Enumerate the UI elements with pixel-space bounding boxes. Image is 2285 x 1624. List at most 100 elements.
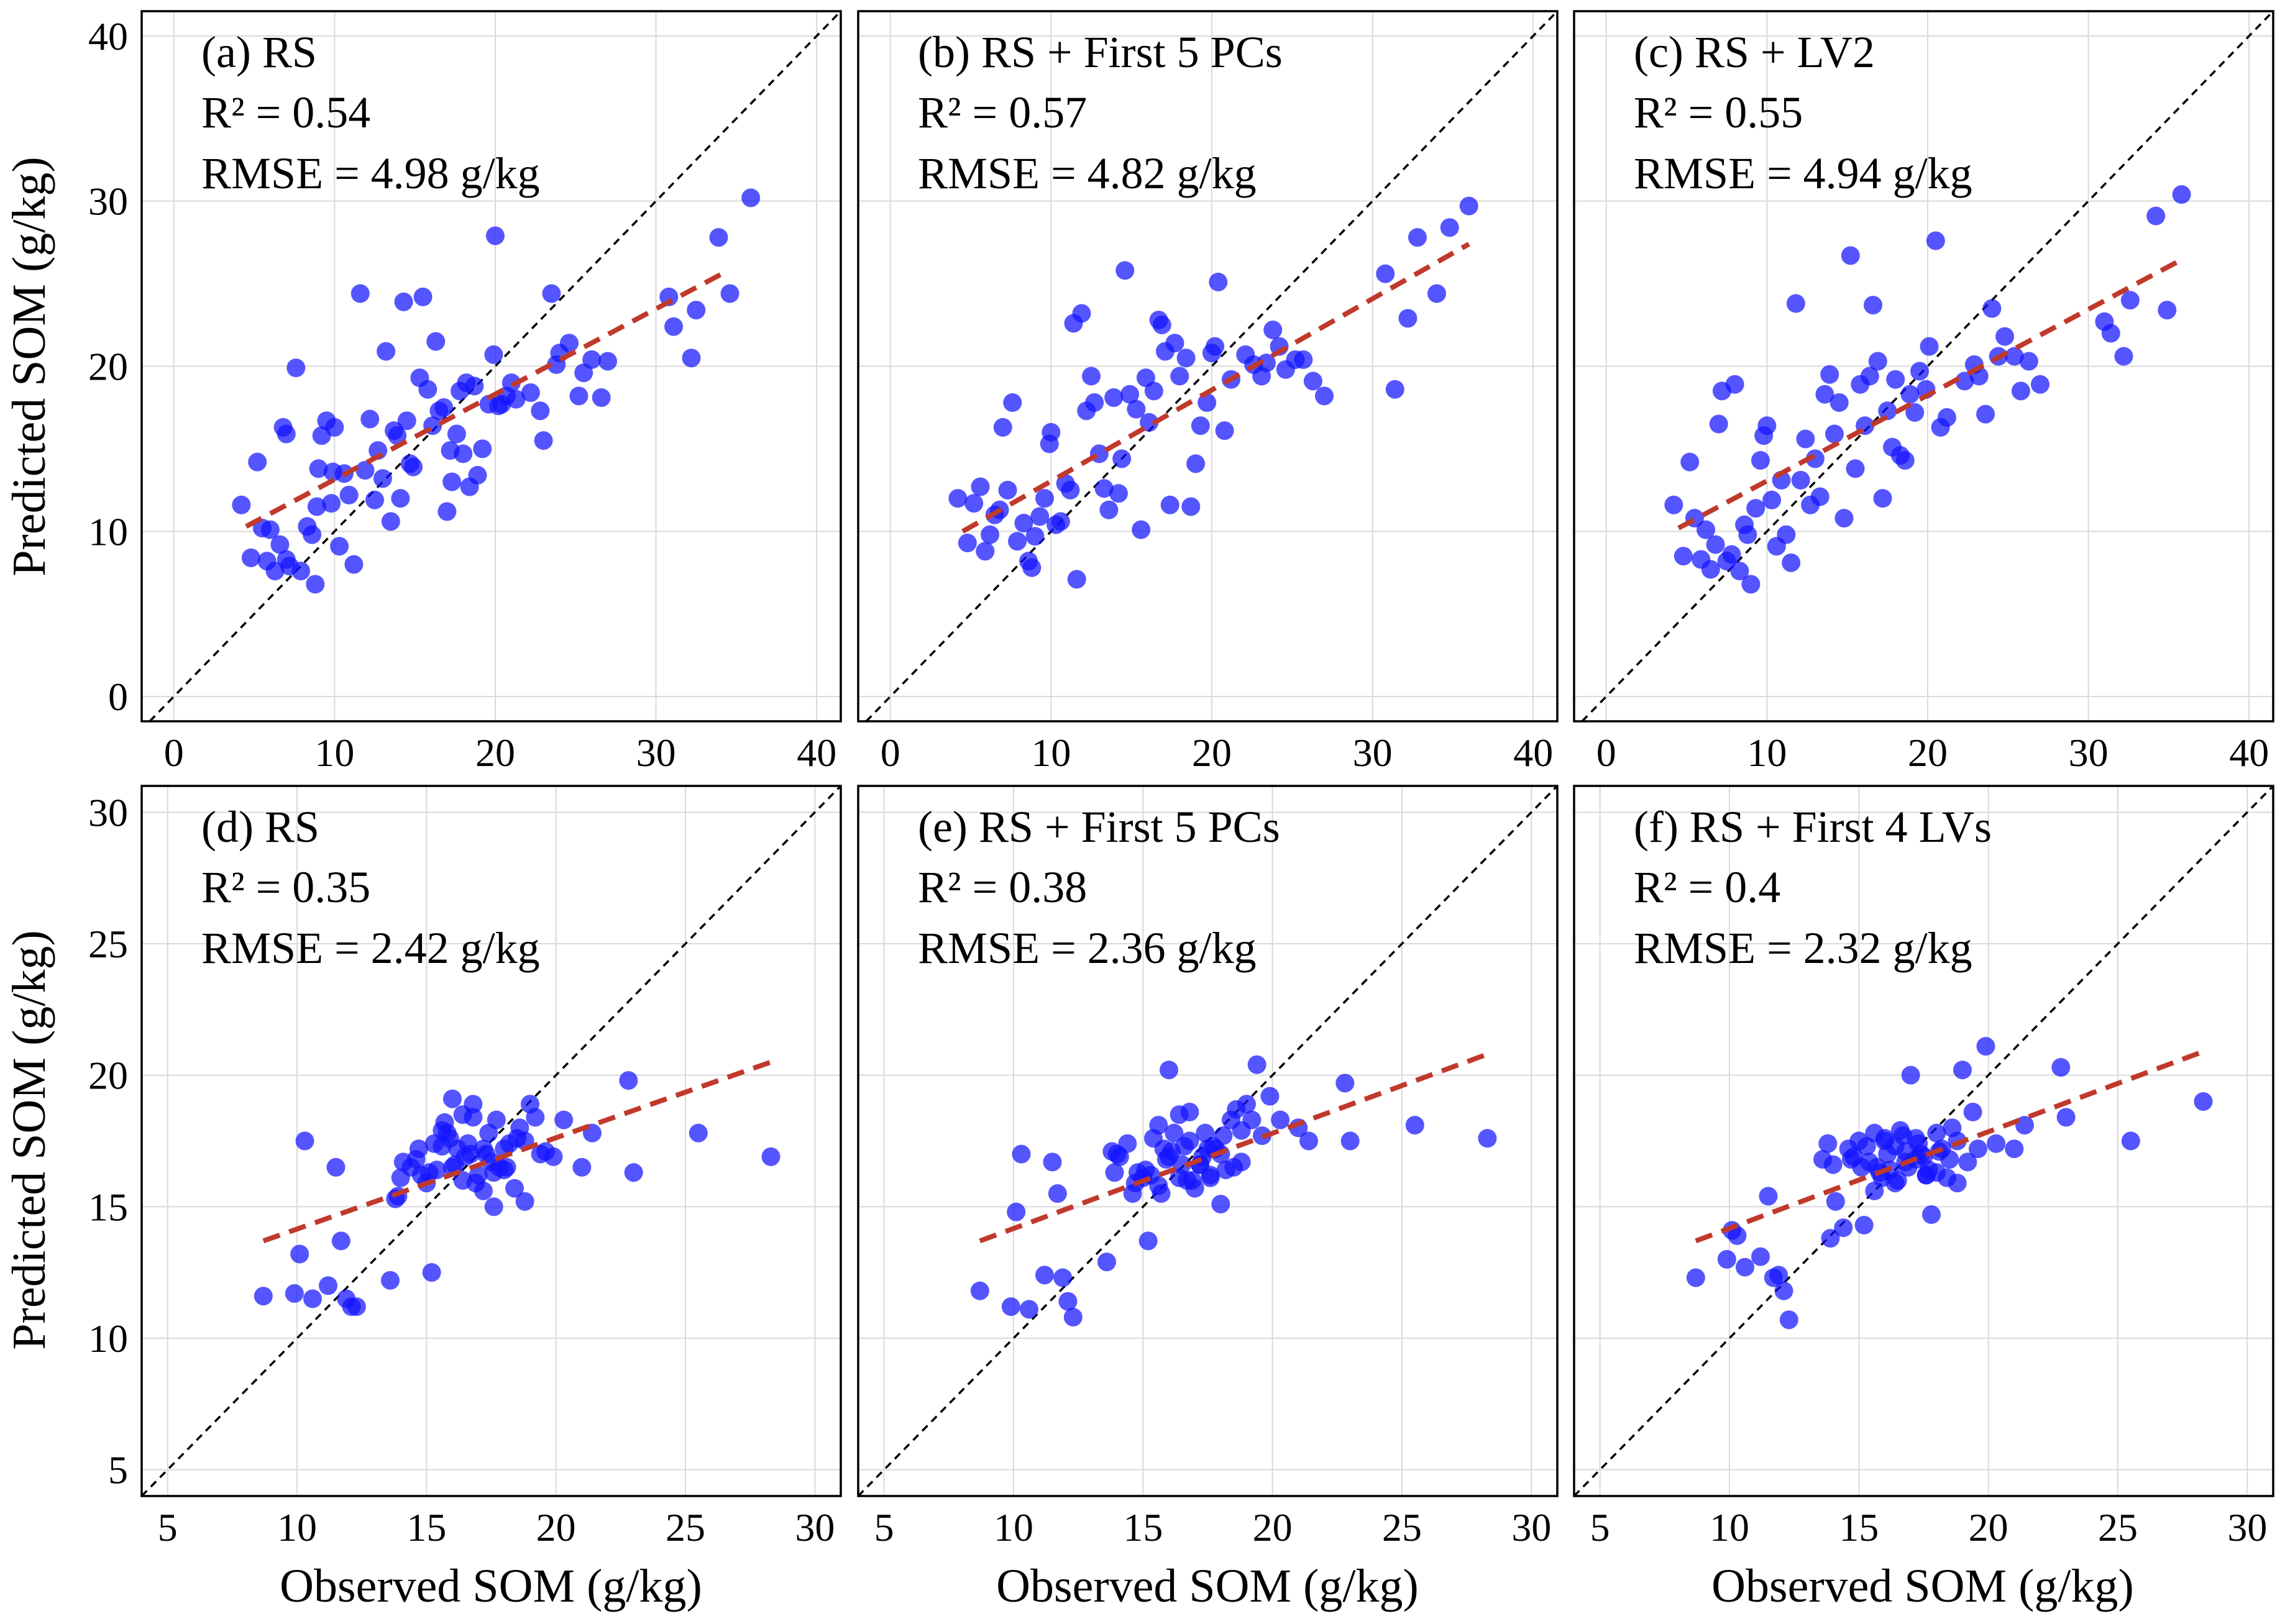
panel-d-point-48 xyxy=(391,1168,410,1187)
panel-a-point-2 xyxy=(248,452,267,472)
panel-a-point-85 xyxy=(709,228,728,247)
panel-c-point-11 xyxy=(1722,545,1741,564)
panel-b-fit-line xyxy=(961,242,1470,534)
panel-b-point-50 xyxy=(1181,497,1201,516)
panel-e-fit-line xyxy=(979,1052,1488,1244)
panel-b-point-29 xyxy=(1085,393,1104,412)
panel-a-point-13 xyxy=(291,562,311,581)
panel-c-point-51 xyxy=(1905,403,1925,422)
panel-c-point-44 xyxy=(1873,489,1892,508)
panel-a-xtick-label-1: 10 xyxy=(314,731,354,775)
panel-b-point-2 xyxy=(964,494,984,513)
panel-a-point-6 xyxy=(265,562,285,581)
panel-d-ytick-label-5: 30 xyxy=(88,790,128,834)
panel-a-point-12 xyxy=(286,358,306,378)
panel-a-xtick-label-4: 40 xyxy=(797,731,836,775)
panel-d-point-4 xyxy=(303,1289,322,1308)
panel-e-point-11 xyxy=(1097,1252,1116,1272)
panel-b-point-72 xyxy=(1398,309,1417,328)
panel-b-point-32 xyxy=(1099,500,1119,519)
panel-b-point-69 xyxy=(1315,386,1334,406)
panel-b-point-75 xyxy=(1440,218,1459,237)
panel-a-xtick-label-3: 30 xyxy=(636,731,676,775)
panel-c-point-64 xyxy=(1995,327,2015,346)
panel-a-point-17 xyxy=(307,497,326,516)
panel-d-point-56 xyxy=(487,1110,506,1129)
panel-e-point-49 xyxy=(1123,1184,1142,1203)
panel-f-xtick-label-1: 10 xyxy=(1710,1505,1749,1549)
panel-d-xtick-label-3: 20 xyxy=(536,1505,576,1549)
panel-b-point-39 xyxy=(1132,520,1151,539)
panel-a-point-42 xyxy=(404,457,423,477)
panel-b-point-33 xyxy=(1104,388,1124,408)
panel-c-xtick-label-4: 40 xyxy=(2229,731,2269,775)
panel-a-point-67 xyxy=(501,373,521,393)
panel-a-point-23 xyxy=(325,417,344,437)
panel-c-point-75 xyxy=(2172,185,2191,204)
panel-f-point-72 xyxy=(1916,1166,1936,1185)
panel-e-point-69 xyxy=(1232,1121,1251,1140)
panel-c-point-50 xyxy=(1900,385,1920,404)
panel-a-point-79 xyxy=(592,388,611,408)
panel-e-point-2 xyxy=(1007,1202,1026,1221)
panel-b-point-48 xyxy=(1170,367,1189,386)
panel-b-rmse: RMSE = 4.82 g/kg xyxy=(918,148,1257,198)
panel-e-point-47 xyxy=(1478,1129,1497,1148)
panel-a-points xyxy=(232,188,761,594)
y-axis-title-top: Predicted SOM (g/kg) xyxy=(3,157,55,576)
panel-a-point-45 xyxy=(418,380,437,399)
panel-c-rmse: RMSE = 4.94 g/kg xyxy=(1634,148,1972,198)
panel-c-point-72 xyxy=(2120,291,2140,310)
panel-b-point-76 xyxy=(1459,196,1478,216)
panel-d-point-35 xyxy=(515,1192,534,1211)
panel-d-point-67 xyxy=(474,1139,493,1159)
panel-f-point-39 xyxy=(1969,1139,1987,1159)
panel-d-rmse: RMSE = 2.42 g/kg xyxy=(201,923,540,973)
panel-a-point-44 xyxy=(413,287,433,306)
panel-a-point-9 xyxy=(277,424,296,444)
panel-b-point-28 xyxy=(1082,367,1101,386)
panel-c-point-71 xyxy=(2114,347,2133,366)
panel-c-xtick-label-2: 20 xyxy=(1908,731,1948,775)
panel-e-point-17 xyxy=(1138,1231,1158,1251)
panel-e-point-12 xyxy=(1105,1163,1124,1182)
panel-f-point-3 xyxy=(1728,1226,1747,1245)
panel-f-point-31 xyxy=(1927,1123,1946,1143)
panel-b-identity-line xyxy=(865,11,1557,721)
panel-c-point-30 xyxy=(1805,449,1825,468)
panel-c-point-49 xyxy=(1895,451,1915,470)
panel-e-xtick-label-5: 30 xyxy=(1511,1505,1551,1549)
panel-e-point-40 xyxy=(1260,1087,1280,1106)
panel-f-point-71 xyxy=(1896,1142,1915,1161)
panel-d-ytick-label-3: 20 xyxy=(88,1054,128,1098)
panel-b: 0 10 20 30 40 (b) RS + First 5 PCs R² = 0.57 RM… xyxy=(857,10,1559,775)
panel-b-point-19 xyxy=(1042,422,1061,442)
panel-b-point-17 xyxy=(1035,489,1054,508)
panel-d-ytick-label-4: 25 xyxy=(88,922,128,966)
panel-d-point-37 xyxy=(526,1108,545,1127)
panel-c-point-28 xyxy=(1796,429,1815,449)
panel-f-point-64 xyxy=(1844,1147,1863,1166)
panel-a-point-18 xyxy=(309,459,328,478)
panel-c-point-8 xyxy=(1709,414,1728,434)
panel-f-point-50 xyxy=(1857,1136,1876,1156)
panel-b-xtick-label-0: 0 xyxy=(881,731,900,775)
panel-e-point-41 xyxy=(1271,1110,1290,1129)
panel-a-point-59 xyxy=(468,465,487,485)
panel-e-point-10 xyxy=(1063,1308,1083,1327)
panel-b-point-35 xyxy=(1112,449,1132,468)
panel-d-fit-line xyxy=(262,1059,772,1244)
panel-b-frame xyxy=(857,10,1559,723)
panel-f-xtick-label-5: 30 xyxy=(2227,1505,2267,1549)
panel-a-xtick-label-2: 20 xyxy=(475,731,515,775)
panel-e-point-57 xyxy=(1214,1126,1233,1146)
panel-c-point-67 xyxy=(2019,352,2038,371)
panel-d-point-72 xyxy=(484,1163,503,1182)
panel-a-point-50 xyxy=(437,502,457,521)
panel-e-point-46 xyxy=(1405,1116,1424,1135)
panel-a-identity-line xyxy=(149,11,841,721)
panel-f-xtick-label-0: 5 xyxy=(1590,1505,1610,1549)
panel-c-point-68 xyxy=(2031,375,2049,394)
panel-d-point-1 xyxy=(285,1284,304,1303)
panel-e-point-0 xyxy=(970,1281,989,1300)
